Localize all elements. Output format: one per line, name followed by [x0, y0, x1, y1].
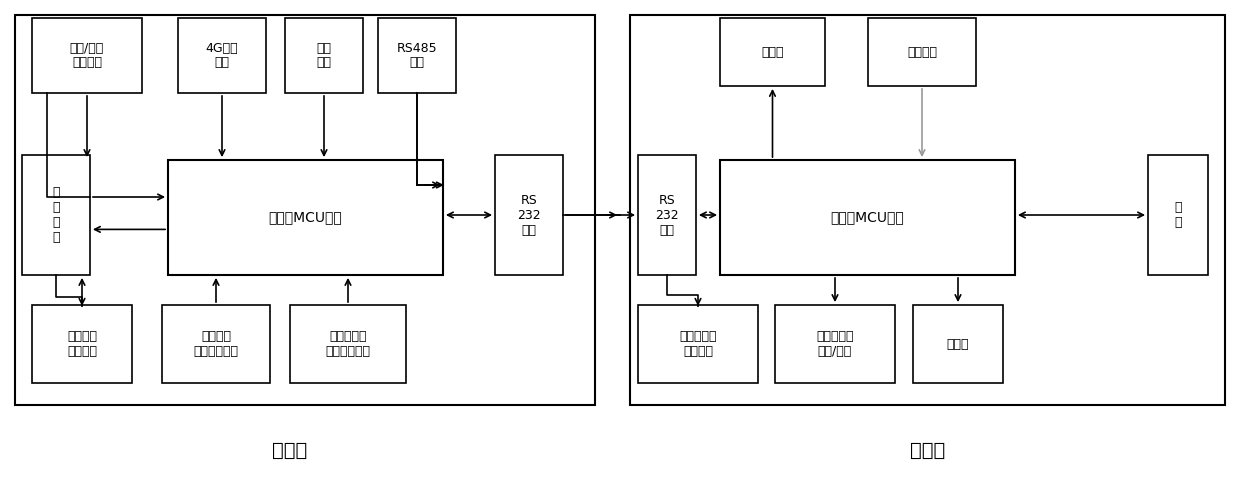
Bar [162, 305, 270, 383]
Bar [22, 155, 90, 275]
Text: 柜外非紧急
告警采集电路: 柜外非紧急 告警采集电路 [326, 330, 370, 358]
Bar [720, 160, 1015, 275]
Bar [496, 155, 563, 275]
Bar [32, 18, 142, 93]
Text: 电流/电压
检测电路: 电流/电压 检测电路 [69, 41, 104, 70]
Bar [285, 18, 363, 93]
Text: 采集板: 采集板 [273, 441, 307, 459]
Text: 柜外紧急
告警采集电路: 柜外紧急 告警采集电路 [193, 330, 238, 358]
Bar [629, 15, 1225, 405]
Bar [776, 305, 895, 383]
Bar [378, 18, 456, 93]
Bar [169, 160, 444, 275]
Bar [1149, 155, 1208, 275]
Text: 按
键: 按 键 [1175, 201, 1182, 229]
Text: 显示板MCU模块: 显示板MCU模块 [830, 211, 904, 225]
Bar [638, 305, 758, 383]
Text: RS
232
电路: RS 232 电路 [655, 193, 679, 237]
Bar [869, 18, 976, 86]
Bar [720, 18, 825, 86]
Text: 截铃灯: 截铃灯 [761, 46, 784, 59]
Bar [178, 18, 266, 93]
Bar [15, 15, 595, 405]
Text: 显示板: 显示板 [911, 441, 945, 459]
Text: 数码管显示
告警位置: 数码管显示 告警位置 [679, 330, 716, 358]
Text: RS485
电路: RS485 电路 [396, 41, 437, 70]
Text: RS
232
电路: RS 232 电路 [517, 193, 540, 237]
Text: 存
储
模
块: 存 储 模 块 [52, 186, 59, 244]
Bar [32, 305, 133, 383]
Text: 数码管显示
电流/电压: 数码管显示 电流/电压 [817, 330, 854, 358]
Bar [638, 155, 696, 275]
Bar [290, 305, 406, 383]
Text: 采集板MCU模块: 采集板MCU模块 [269, 211, 342, 225]
Text: 电源模块: 电源模块 [907, 46, 937, 59]
Text: 告警灯: 告警灯 [947, 337, 969, 350]
Text: 电源
模块: 电源 模块 [316, 41, 332, 70]
Text: 4G通信
模块: 4G通信 模块 [206, 41, 238, 70]
Bar [913, 305, 1004, 383]
Text: 柜内告警
采集电路: 柜内告警 采集电路 [67, 330, 97, 358]
